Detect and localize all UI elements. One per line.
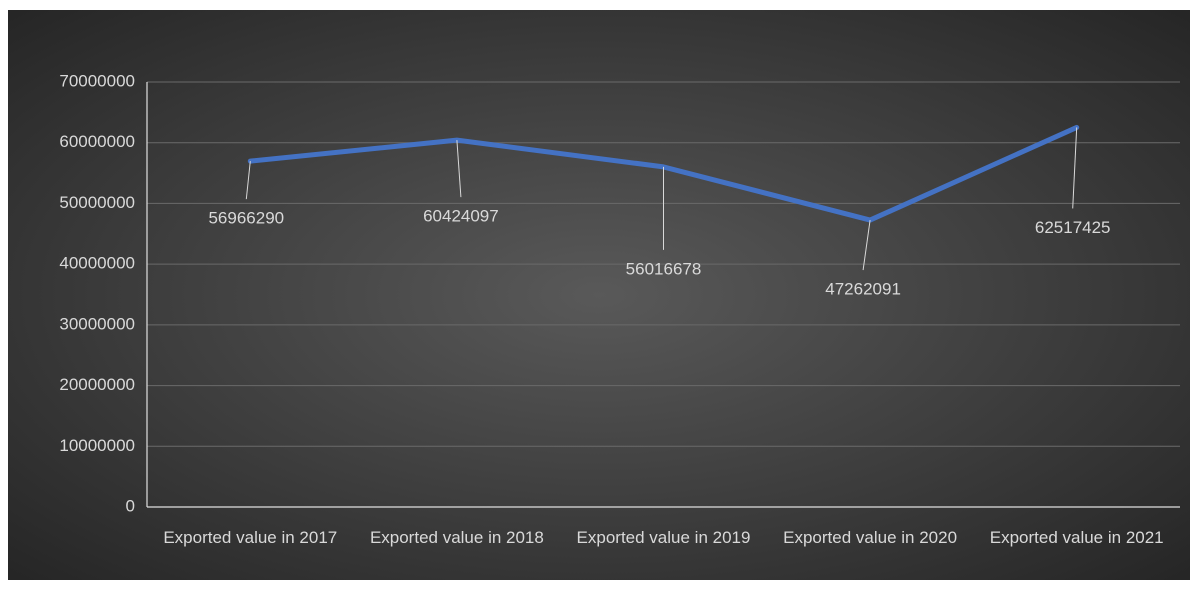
y-tick-label: 30000000 [59, 314, 135, 333]
y-tick-label: 0 [126, 496, 135, 515]
data-label: 60424097 [423, 207, 499, 226]
data-label: 62517425 [1035, 218, 1111, 237]
y-tick-label: 20000000 [59, 375, 135, 394]
y-tick-label: 10000000 [59, 436, 135, 455]
y-tick-label: 60000000 [59, 132, 135, 151]
leader-line [862, 219, 871, 271]
data-label: 56966290 [208, 209, 284, 228]
y-tick-label: 50000000 [59, 193, 135, 212]
leader-line [1072, 127, 1078, 209]
chart-background [8, 10, 1190, 580]
x-tick-label: Exported value in 2017 [163, 528, 338, 547]
data-label: 56016678 [626, 259, 702, 278]
leader-line [456, 140, 462, 198]
data-label: 47262091 [825, 280, 901, 299]
x-tick-label: Exported value in 2019 [576, 528, 751, 547]
y-tick-label: 70000000 [59, 71, 135, 90]
x-tick-label: Exported value in 2018 [369, 528, 544, 547]
y-tick-label: 40000000 [59, 254, 135, 273]
leader-line [245, 161, 251, 200]
x-tick-label: Exported value in 2021 [989, 528, 1164, 547]
x-tick-label: Exported value in 2020 [783, 528, 958, 547]
